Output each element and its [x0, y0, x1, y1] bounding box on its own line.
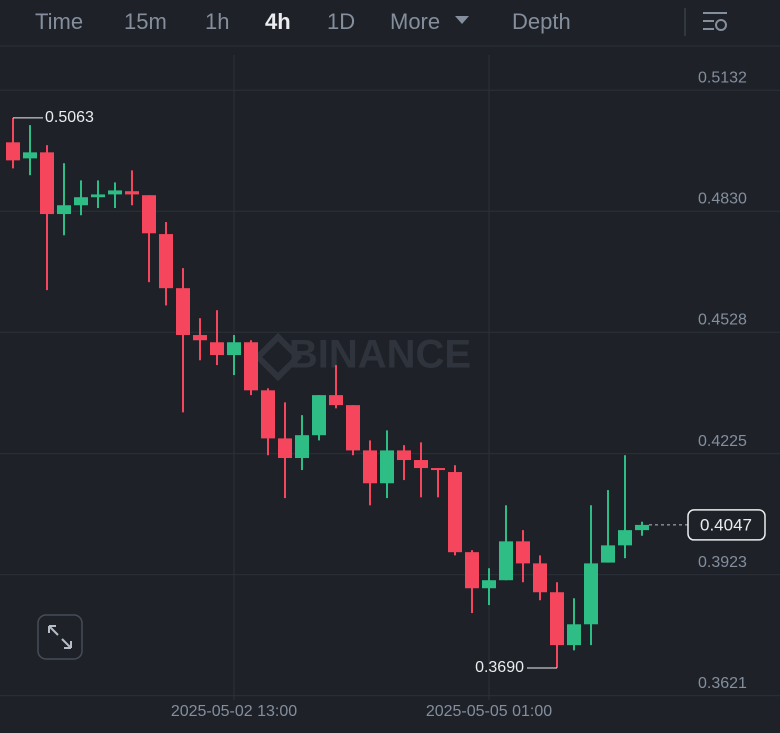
- last-price-box: [687, 509, 766, 541]
- candle-body: [567, 624, 581, 646]
- last-price-label: 0.4047: [700, 515, 752, 534]
- candle-body: [329, 395, 343, 406]
- max-label: 0.5063: [45, 109, 94, 126]
- candle-body: [533, 563, 547, 593]
- y-tick-label: 0.3621: [698, 675, 747, 692]
- dropdown-arrow[interactable]: [455, 16, 469, 24]
- candle-body: [448, 472, 462, 553]
- candle-body: [57, 205, 71, 215]
- candle-body: [142, 195, 156, 234]
- candle-body: [210, 342, 224, 356]
- candle-body: [346, 405, 360, 451]
- y-tick-label: 0.4830: [698, 190, 747, 207]
- candle-body: [380, 450, 394, 484]
- candle-body: [125, 191, 139, 195]
- y-tick-label: 0.5132: [698, 69, 747, 86]
- watermark: BINANCE: [289, 333, 471, 377]
- candle-body: [516, 541, 530, 564]
- candle-body: [295, 435, 309, 459]
- min-label: 0.3690: [475, 659, 524, 676]
- tab[interactable]: 1h: [205, 9, 229, 34]
- candle-body: [278, 438, 292, 459]
- tab[interactable]: More: [390, 9, 440, 34]
- candle-body: [244, 342, 258, 391]
- candle-body: [363, 450, 377, 484]
- candle-body: [601, 545, 615, 563]
- tab[interactable]: Time: [35, 9, 83, 34]
- tab[interactable]: 15m: [124, 9, 167, 34]
- candle-body: [261, 390, 275, 439]
- y-tick-label: 0.3923: [698, 554, 747, 571]
- candle-body: [176, 288, 190, 336]
- candle-body: [159, 234, 173, 289]
- tab[interactable]: Depth: [512, 9, 571, 34]
- settings-icon[interactable]: [703, 12, 727, 31]
- candle-body: [193, 335, 207, 341]
- candle-body: [74, 197, 88, 206]
- x-tick-label: 2025-05-02 13:00: [171, 703, 297, 720]
- tab[interactable]: 1D: [327, 9, 355, 34]
- expand-button[interactable]: [37, 614, 83, 660]
- y-tick-label: 0.4225: [698, 433, 747, 450]
- candle-body: [227, 342, 241, 356]
- watermark-logo: [253, 332, 303, 382]
- candle-body: [499, 541, 513, 581]
- marks: 0.5063 0.3690 0.4047: [6, 109, 766, 676]
- candle-body: [414, 460, 428, 469]
- candle-body: [584, 563, 598, 625]
- y-tick-label: 0.4528: [698, 311, 747, 328]
- candle-body: [40, 152, 54, 215]
- candle-body: [6, 142, 20, 161]
- candle-body: [23, 152, 37, 159]
- candle-body: [550, 592, 564, 646]
- grid: BINANCE 0.5132 0.4830 0.4528 0.4225 0.3923 0.3…: [0, 55, 780, 720]
- candle-body: [635, 524, 649, 531]
- candle-body: [431, 468, 445, 471]
- candle-body: [482, 580, 496, 589]
- candle-body: [618, 530, 632, 546]
- candle-body: [108, 190, 122, 195]
- candle-body: [312, 395, 326, 436]
- tab[interactable]: 4h: [265, 9, 291, 34]
- candle-body: [465, 552, 479, 589]
- candle-body: [397, 450, 411, 461]
- x-tick-label: 2025-05-05 01:00: [426, 703, 552, 720]
- toolbar: [0, 0, 780, 46]
- candle-body: [91, 194, 105, 198]
